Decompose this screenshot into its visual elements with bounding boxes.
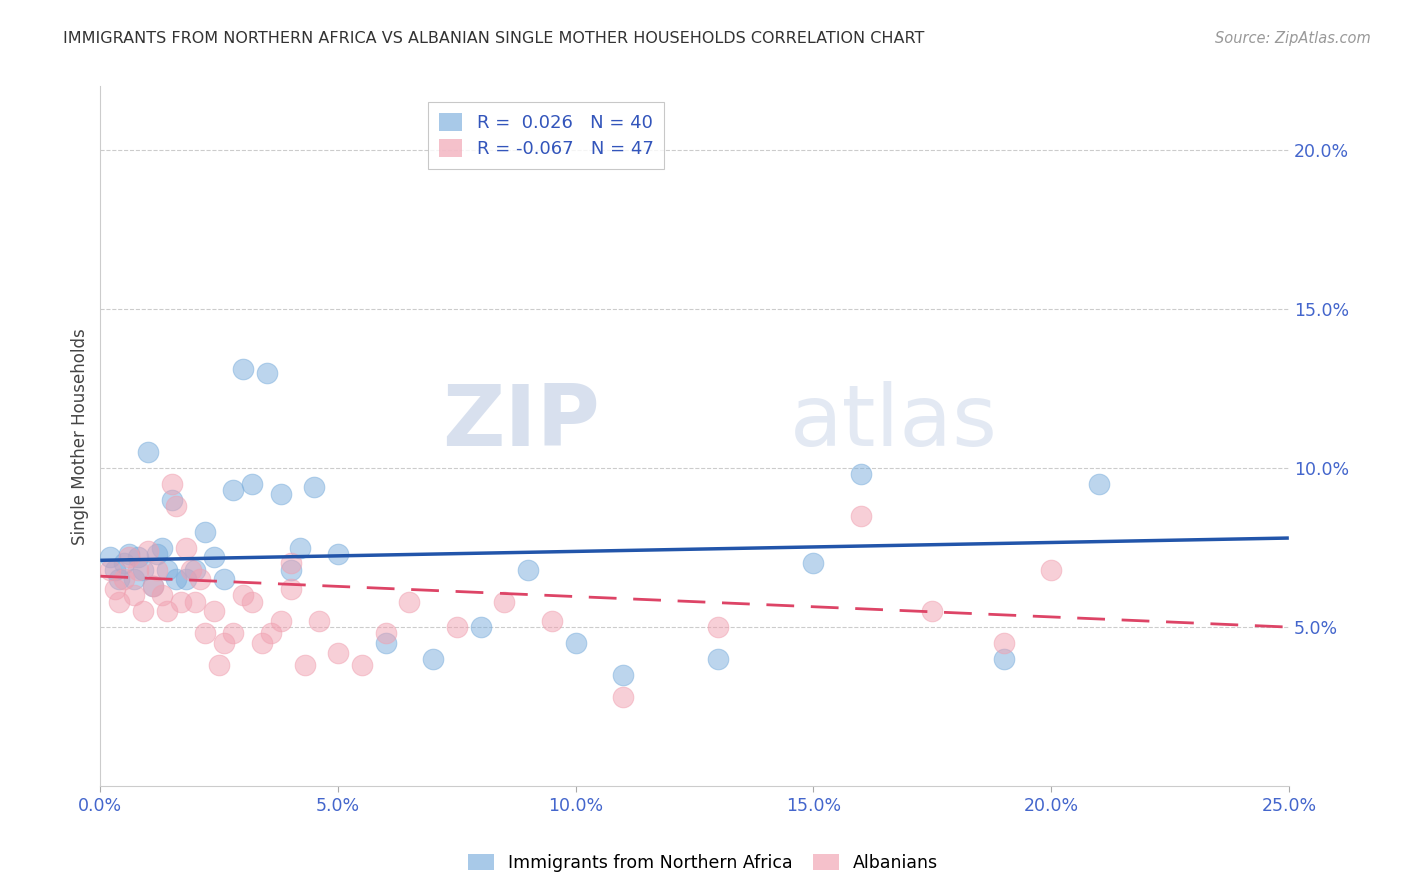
Point <box>222 626 245 640</box>
Point <box>222 483 245 498</box>
Point <box>160 477 183 491</box>
Point <box>326 547 349 561</box>
Point <box>242 477 264 491</box>
Point <box>108 573 131 587</box>
Point <box>98 563 121 577</box>
Point <box>707 652 730 666</box>
Point <box>232 362 254 376</box>
Y-axis label: Single Mother Households: Single Mother Households <box>72 328 89 545</box>
Point <box>104 582 127 596</box>
Point <box>270 614 292 628</box>
Point <box>104 563 127 577</box>
Point <box>122 573 145 587</box>
Point <box>541 614 564 628</box>
Text: IMMIGRANTS FROM NORTHERN AFRICA VS ALBANIAN SINGLE MOTHER HOUSEHOLDS CORRELATION: IMMIGRANTS FROM NORTHERN AFRICA VS ALBAN… <box>63 31 925 46</box>
Point <box>118 547 141 561</box>
Point <box>849 508 872 523</box>
Point <box>127 550 149 565</box>
Point <box>160 492 183 507</box>
Point <box>142 579 165 593</box>
Point <box>212 573 235 587</box>
Point <box>517 563 540 577</box>
Point <box>326 646 349 660</box>
Point <box>208 658 231 673</box>
Legend: R =  0.026   N = 40, R = -0.067   N = 47: R = 0.026 N = 40, R = -0.067 N = 47 <box>427 103 664 169</box>
Point <box>174 573 197 587</box>
Point <box>194 626 217 640</box>
Point <box>146 563 169 577</box>
Point <box>184 563 207 577</box>
Point <box>204 550 226 565</box>
Point <box>118 550 141 565</box>
Point <box>921 604 943 618</box>
Point <box>1087 477 1109 491</box>
Point <box>180 563 202 577</box>
Point <box>398 595 420 609</box>
Point <box>446 620 468 634</box>
Point <box>280 582 302 596</box>
Point <box>256 366 278 380</box>
Point <box>304 480 326 494</box>
Point <box>212 636 235 650</box>
Point <box>98 550 121 565</box>
Point <box>122 588 145 602</box>
Legend: Immigrants from Northern Africa, Albanians: Immigrants from Northern Africa, Albania… <box>461 847 945 879</box>
Point <box>350 658 373 673</box>
Point <box>803 557 825 571</box>
Point <box>242 595 264 609</box>
Point <box>612 690 634 704</box>
Point <box>280 563 302 577</box>
Point <box>308 614 330 628</box>
Point <box>232 588 254 602</box>
Point <box>150 588 173 602</box>
Point <box>494 595 516 609</box>
Point <box>294 658 316 673</box>
Point <box>136 543 159 558</box>
Point <box>612 668 634 682</box>
Point <box>108 595 131 609</box>
Text: ZIP: ZIP <box>441 381 599 464</box>
Point <box>156 563 179 577</box>
Point <box>170 595 193 609</box>
Point <box>132 604 155 618</box>
Point <box>112 557 135 571</box>
Point <box>165 500 187 514</box>
Point <box>280 557 302 571</box>
Point <box>184 595 207 609</box>
Point <box>993 652 1015 666</box>
Point <box>422 652 444 666</box>
Point <box>132 563 155 577</box>
Point <box>470 620 492 634</box>
Point <box>707 620 730 634</box>
Text: atlas: atlas <box>790 381 998 464</box>
Point <box>204 604 226 618</box>
Point <box>1040 563 1063 577</box>
Point <box>374 626 396 640</box>
Text: Source: ZipAtlas.com: Source: ZipAtlas.com <box>1215 31 1371 46</box>
Point <box>250 636 273 650</box>
Point <box>156 604 179 618</box>
Point <box>260 626 283 640</box>
Point <box>165 573 187 587</box>
Point <box>374 636 396 650</box>
Point <box>136 445 159 459</box>
Point <box>142 579 165 593</box>
Point <box>174 541 197 555</box>
Point <box>188 573 211 587</box>
Point <box>288 541 311 555</box>
Point <box>564 636 586 650</box>
Point <box>993 636 1015 650</box>
Point <box>146 547 169 561</box>
Point <box>127 563 149 577</box>
Point <box>150 541 173 555</box>
Point <box>112 573 135 587</box>
Point <box>849 467 872 482</box>
Point <box>270 486 292 500</box>
Point <box>194 524 217 539</box>
